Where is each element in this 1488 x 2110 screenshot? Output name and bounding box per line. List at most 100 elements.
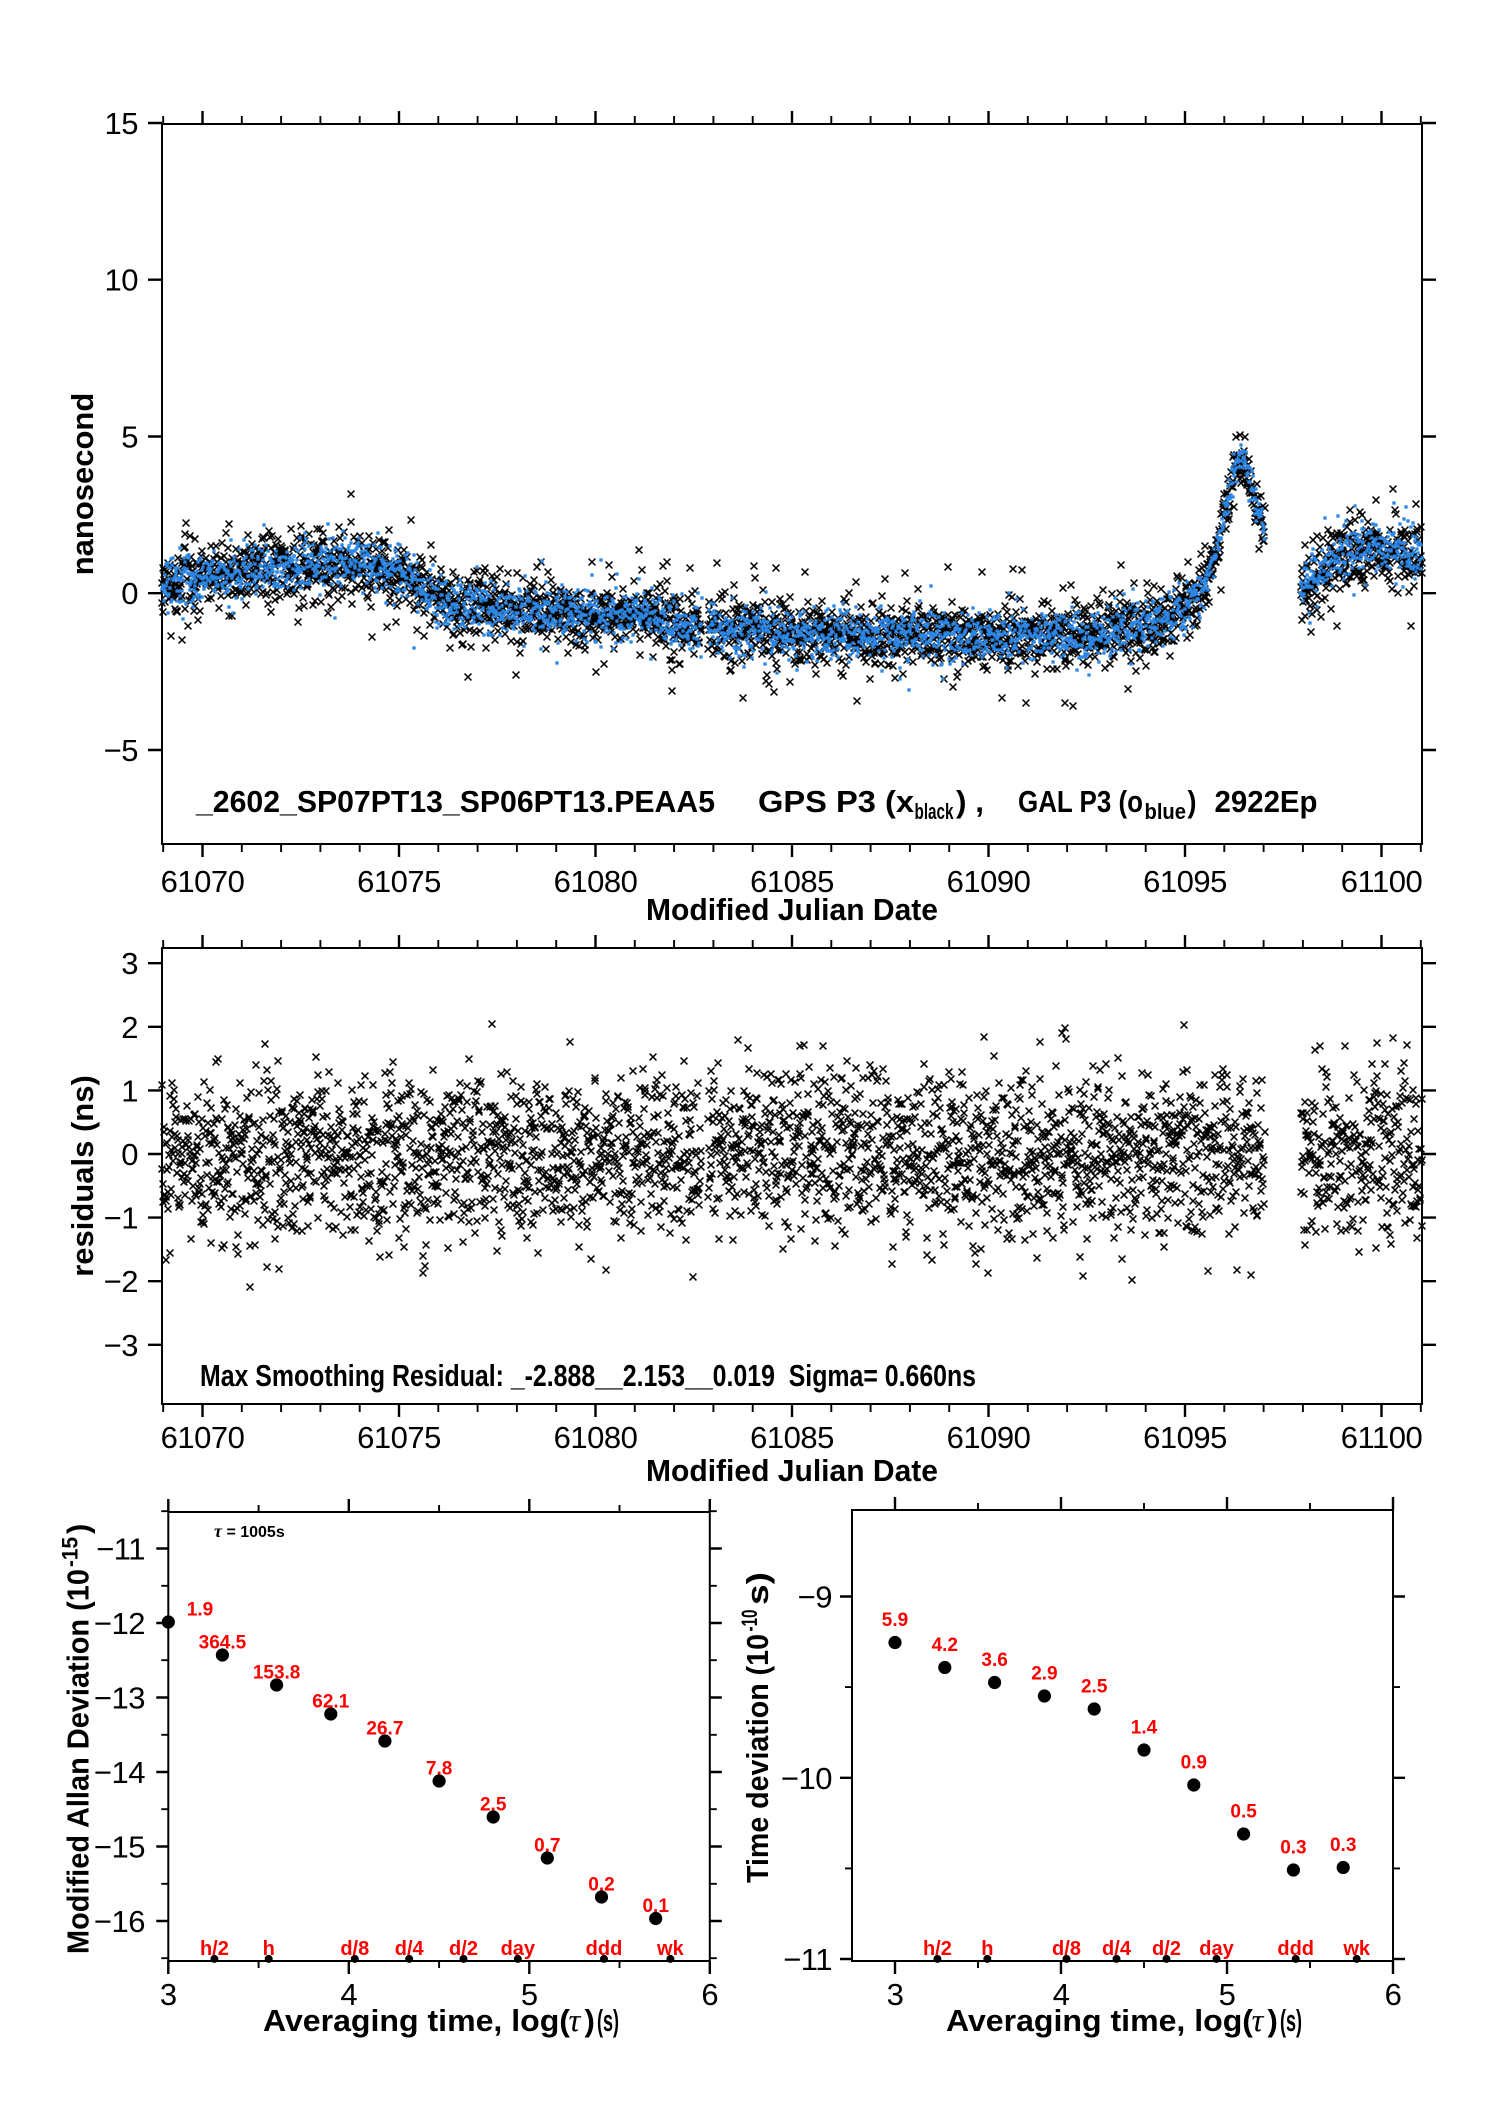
svg-text:wk: wk (1342, 1938, 1371, 1960)
svg-text:−12: −12 (94, 1606, 145, 1641)
svg-text:61100: 61100 (1341, 864, 1423, 899)
svg-text:-15: -15 (58, 1537, 83, 1567)
svg-text:3.6: 3.6 (981, 1650, 1007, 1671)
svg-text:61100: 61100 (1341, 1420, 1423, 1455)
svg-text:61070: 61070 (161, 1420, 245, 1455)
svg-text:0.5: 0.5 (1230, 1802, 1257, 1823)
svg-text:−10: −10 (781, 1761, 832, 1796)
svg-text:Max Smoothing Residual: _-2.88: Max Smoothing Residual: _-2.888__2.153__… (200, 1358, 976, 1393)
svg-text:5: 5 (121, 420, 138, 455)
svg-text:0.7: 0.7 (534, 1836, 560, 1857)
svg-text:residuals (ns): residuals (ns) (65, 1075, 100, 1277)
svg-text:61095: 61095 (1143, 864, 1227, 899)
svg-text:(s): (s) (1280, 2003, 1302, 2038)
svg-text:−5: −5 (104, 733, 138, 768)
svg-text:15: 15 (105, 106, 138, 141)
svg-text:3: 3 (160, 1977, 177, 2012)
svg-text:Modified Julian Date: Modified Julian Date (646, 892, 938, 927)
svg-text:wk: wk (656, 1938, 685, 1960)
svg-text:-10: -10 (737, 1610, 762, 1632)
svg-text:61085: 61085 (750, 1420, 834, 1455)
svg-text:0.3: 0.3 (1280, 1838, 1306, 1859)
svg-text:−15: −15 (94, 1830, 145, 1865)
svg-text:26.7: 26.7 (366, 1719, 403, 1740)
svg-text:2: 2 (121, 1010, 138, 1045)
svg-text:61080: 61080 (554, 1420, 638, 1455)
svg-text:0.2: 0.2 (588, 1875, 614, 1896)
svg-text:2922Ep: 2922Ep (1215, 784, 1318, 819)
svg-text:(s): (s) (597, 2003, 619, 2038)
svg-text:d/2: d/2 (1152, 1938, 1181, 1960)
svg-text:5: 5 (1219, 1977, 1236, 2012)
svg-text:−16: −16 (94, 1904, 145, 1939)
svg-text:): ) (1188, 784, 1197, 819)
svg-text:s): s) (740, 1572, 775, 1605)
svg-text:−13: −13 (94, 1681, 145, 1716)
svg-text:blue: blue (1145, 799, 1187, 824)
svg-text:ddd: ddd (586, 1938, 623, 1960)
svg-text:153.8: 153.8 (253, 1663, 301, 1684)
svg-text:−2: −2 (104, 1264, 138, 1299)
svg-text:d/4: d/4 (1102, 1938, 1132, 1960)
svg-text:Time deviation (10: Time deviation (10 (740, 1634, 775, 1883)
svg-text:GPS P3 (x: GPS P3 (x (758, 784, 915, 819)
svg-text:d/4: d/4 (395, 1938, 425, 1960)
svg-text:τ: τ (1252, 2003, 1265, 2039)
svg-text:): ) (61, 1524, 96, 1534)
svg-text:day: day (501, 1938, 536, 1960)
svg-text:6: 6 (701, 1977, 718, 2012)
svg-text:3: 3 (887, 1977, 904, 2012)
svg-text:1.9: 1.9 (187, 1600, 213, 1621)
svg-text:): ) (585, 2003, 595, 2038)
svg-text:2.9: 2.9 (1031, 1664, 1057, 1685)
svg-text:τ = 1005s: τ = 1005s (214, 1521, 285, 1541)
svg-text:4: 4 (340, 1977, 357, 2012)
svg-text:d/8: d/8 (340, 1938, 369, 1960)
svg-text:61090: 61090 (947, 864, 1031, 899)
svg-text:0.1: 0.1 (642, 1896, 669, 1917)
svg-text:10: 10 (105, 263, 139, 298)
svg-text:2.5: 2.5 (480, 1795, 507, 1816)
svg-text:h/2: h/2 (923, 1938, 952, 1960)
svg-text:Modified Allan Deviation (10: Modified Allan Deviation (10 (61, 1569, 96, 1954)
svg-text:2.5: 2.5 (1081, 1677, 1108, 1698)
svg-text:Modified Julian Date: Modified Julian Date (646, 1453, 938, 1488)
svg-text:364.5: 364.5 (199, 1633, 247, 1654)
svg-text:61080: 61080 (554, 864, 638, 899)
svg-text:5.9: 5.9 (882, 1610, 908, 1631)
svg-text:0: 0 (121, 576, 138, 611)
svg-text:day: day (1199, 1938, 1234, 1960)
svg-text:61075: 61075 (357, 1420, 441, 1455)
svg-text:7.8: 7.8 (426, 1759, 452, 1780)
svg-text:GAL P3 (o: GAL P3 (o (1018, 784, 1143, 819)
svg-text:ddd: ddd (1277, 1938, 1314, 1960)
svg-text:) ,: ) , (956, 784, 984, 819)
svg-text:61095: 61095 (1143, 1420, 1227, 1455)
svg-text:0: 0 (121, 1137, 138, 1172)
svg-text:1.4: 1.4 (1131, 1718, 1158, 1739)
svg-text:62.1: 62.1 (312, 1692, 349, 1713)
svg-text:0.9: 0.9 (1181, 1753, 1207, 1774)
svg-text:black: black (915, 799, 955, 824)
svg-text:d/2: d/2 (449, 1938, 478, 1960)
svg-text:h: h (981, 1938, 993, 1960)
svg-text:−11: −11 (783, 1942, 832, 1977)
svg-text:1: 1 (121, 1073, 138, 1108)
svg-text:−1: −1 (104, 1201, 138, 1236)
svg-text:h/2: h/2 (200, 1938, 229, 1960)
svg-text:): ) (1268, 2003, 1278, 2038)
svg-text:−3: −3 (104, 1328, 138, 1363)
svg-text:3: 3 (121, 946, 138, 981)
svg-text:−11: −11 (96, 1532, 145, 1567)
svg-text:τ: τ (569, 2003, 582, 2039)
svg-text:_2602_SP07PT13_SP06PT13.PEAA5: _2602_SP07PT13_SP06PT13.PEAA5 (195, 784, 715, 819)
svg-text:61090: 61090 (947, 1420, 1031, 1455)
svg-text:5: 5 (521, 1977, 538, 2012)
svg-text:0.3: 0.3 (1330, 1835, 1356, 1856)
svg-text:−14: −14 (94, 1755, 145, 1790)
svg-text:61075: 61075 (357, 864, 441, 899)
svg-text:h: h (263, 1938, 275, 1960)
svg-text:nanosecond: nanosecond (65, 393, 100, 576)
svg-text:d/8: d/8 (1052, 1938, 1081, 1960)
svg-text:−9: −9 (798, 1580, 832, 1615)
